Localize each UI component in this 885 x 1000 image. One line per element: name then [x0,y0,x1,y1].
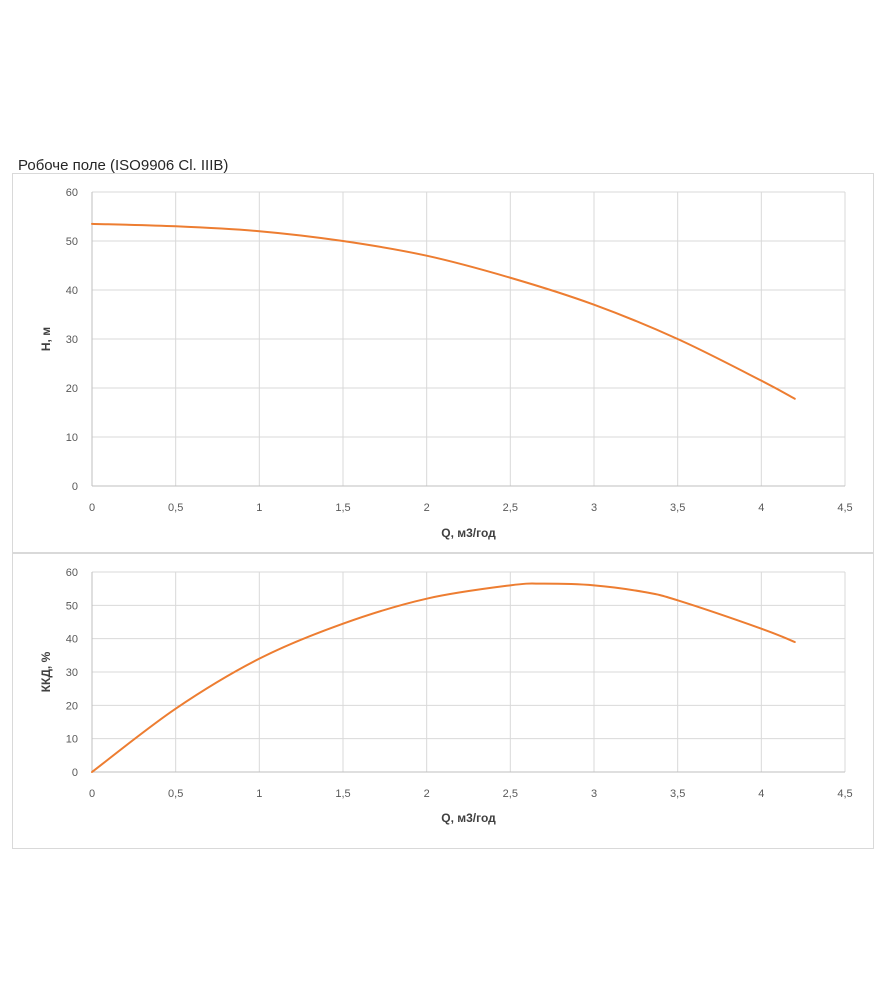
efficiency-x-tick-label: 0 [89,788,95,800]
efficiency-y-tick-label: 40 [66,634,78,646]
efficiency-y-tick-label: 30 [66,667,78,679]
head-y-tick-label: 40 [66,285,78,297]
head-x-tick-label: 4,5 [837,502,852,514]
efficiency-y-tick-label: 0 [72,767,78,779]
head-x-tick-label: 1 [256,502,262,514]
head-x-axis-title: Q, м3/год [441,526,496,540]
head-y-tick-label: 30 [66,334,78,346]
efficiency-y-tick-label: 10 [66,734,78,746]
head-chart-panel [12,173,874,553]
efficiency-x-tick-label: 2 [424,788,430,800]
efficiency-y-axis-title: ККД, % [39,651,53,692]
efficiency-x-tick-label: 1 [256,788,262,800]
head-y-axis-title: H, м [39,327,53,351]
efficiency-x-tick-label: 1,5 [335,788,350,800]
head-y-tick-label: 50 [66,236,78,248]
efficiency-y-tick-label: 50 [66,600,78,612]
head-x-tick-label: 2 [424,502,430,514]
efficiency-x-tick-label: 2,5 [503,788,518,800]
efficiency-x-axis-title: Q, м3/год [441,811,496,825]
head-x-tick-label: 0,5 [168,502,183,514]
efficiency-x-tick-label: 4,5 [837,788,852,800]
head-y-tick-label: 0 [72,481,78,493]
efficiency-curve-line [91,582,796,773]
head-y-tick-label: 10 [66,432,78,444]
head-x-tick-label: 4 [758,502,764,514]
efficiency-x-tick-label: 3,5 [670,788,685,800]
efficiency-y-tick-label: 20 [66,700,78,712]
head-y-tick-label: 60 [66,187,78,199]
efficiency-x-tick-label: 0,5 [168,788,183,800]
head-x-tick-label: 2,5 [503,502,518,514]
efficiency-y-tick-label: 60 [66,567,78,579]
head-x-tick-label: 0 [89,502,95,514]
efficiency-chart-panel [12,553,874,849]
head-y-tick-label: 20 [66,383,78,395]
page-title: Робоче поле (ISO9906 Cl. IIIB) [18,157,229,174]
efficiency-x-tick-label: 4 [758,788,764,800]
head-curve-line [91,222,796,400]
head-x-tick-label: 1,5 [335,502,350,514]
head-x-tick-label: 3 [591,502,597,514]
efficiency-x-tick-label: 3 [591,788,597,800]
head-x-tick-label: 3,5 [670,502,685,514]
